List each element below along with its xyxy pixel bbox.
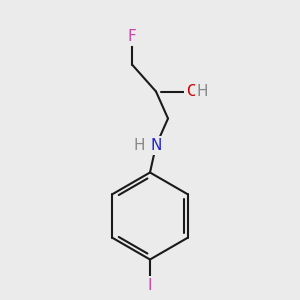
Text: H: H [134, 138, 145, 153]
Text: I: I [148, 278, 152, 292]
Text: F: F [128, 29, 136, 44]
Text: N: N [150, 138, 162, 153]
Text: H: H [197, 84, 208, 99]
Text: O: O [186, 84, 198, 99]
